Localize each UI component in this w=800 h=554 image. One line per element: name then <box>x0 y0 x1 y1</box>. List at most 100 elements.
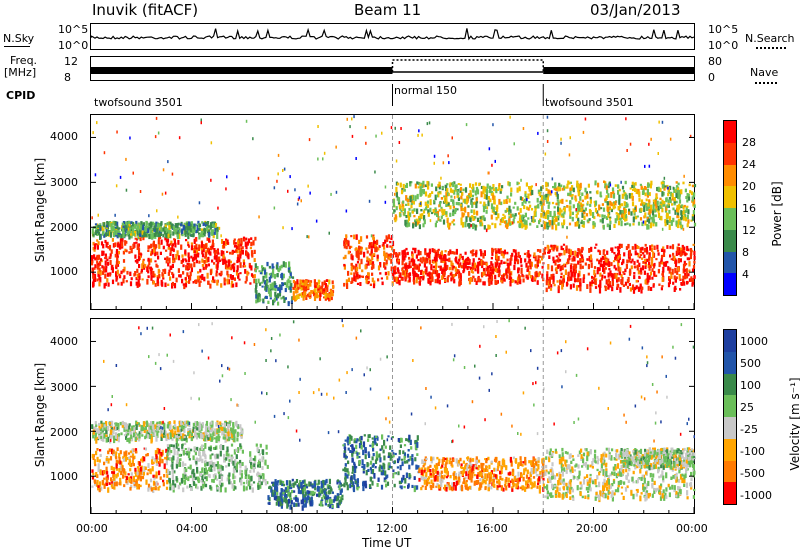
power-sparse-cell <box>634 206 636 210</box>
power-cell <box>211 245 214 249</box>
power-cell <box>268 265 271 269</box>
power-cell <box>632 188 635 192</box>
power-cell <box>195 279 198 284</box>
power-cell <box>202 228 205 233</box>
power-sparse-cell <box>395 159 398 163</box>
power-cell <box>518 217 522 222</box>
power-sparse-cell <box>167 160 169 164</box>
power-cell <box>652 251 655 258</box>
power-cell <box>680 214 683 220</box>
power-cell <box>411 251 414 256</box>
velocity-cell <box>91 469 94 473</box>
power-cell <box>631 184 634 188</box>
power-cell <box>200 230 204 235</box>
velocity-cell <box>170 444 173 447</box>
power-cell <box>478 257 481 261</box>
power-cell <box>420 215 423 220</box>
velocity-cell <box>390 437 393 440</box>
velocity-cell <box>415 464 418 470</box>
power-cell <box>134 259 137 263</box>
velocity-cell <box>304 500 307 503</box>
power-sparse-cell <box>451 136 453 140</box>
power-cell <box>403 208 406 214</box>
power-cell <box>408 272 412 276</box>
power-cell <box>404 265 407 270</box>
velocity-cell <box>239 459 242 465</box>
power-cell <box>269 288 272 292</box>
velocity-cell <box>127 473 130 476</box>
power-cell <box>614 218 617 224</box>
power-cell <box>269 291 272 298</box>
power-cell <box>443 209 446 215</box>
velocity-cell <box>135 479 138 485</box>
power-cell <box>524 193 527 197</box>
power-cell <box>385 262 388 266</box>
power-cell <box>581 224 584 227</box>
velocity-cell <box>208 461 211 466</box>
power-cell <box>284 262 287 268</box>
power-cell <box>404 252 407 258</box>
power-cell <box>691 268 695 273</box>
power-cell <box>487 196 490 200</box>
power-cell <box>568 222 572 226</box>
power-cell <box>244 241 247 247</box>
power-cell <box>129 228 132 235</box>
velocity-cell <box>154 487 157 491</box>
power-cell <box>300 292 303 298</box>
velocity-cell <box>256 447 259 452</box>
power-cell <box>234 249 238 253</box>
power-cell <box>462 270 465 274</box>
power-cell <box>413 259 416 263</box>
power-cell <box>417 274 420 279</box>
power-cell <box>184 253 187 257</box>
power-cell <box>608 206 611 210</box>
power-cell <box>653 200 656 207</box>
power-cell <box>620 220 623 227</box>
power-cell <box>366 250 369 254</box>
velocity-cell <box>176 450 179 456</box>
power-cell <box>258 296 261 303</box>
power-cell <box>579 286 582 292</box>
velocity-cell <box>287 491 290 495</box>
power-cell <box>121 222 124 226</box>
power-cell <box>667 282 671 288</box>
power-cell <box>536 225 539 228</box>
power-cell <box>250 265 253 271</box>
power-cell <box>104 282 107 287</box>
power-cell <box>648 252 651 258</box>
velocity-cell <box>168 478 171 484</box>
power-cell <box>262 298 265 303</box>
power-cell <box>494 279 497 285</box>
power-cell <box>599 263 602 267</box>
power-cell <box>661 261 664 265</box>
power-cell <box>99 258 102 262</box>
power-cell <box>96 278 99 282</box>
power-cell <box>161 272 164 277</box>
power-cell <box>529 275 532 279</box>
velocity-cell <box>378 466 381 472</box>
power-cell <box>458 264 461 268</box>
power-cell <box>254 263 257 269</box>
velocity-cell <box>321 496 324 500</box>
date-title: 03/Jan/2013 <box>590 1 681 19</box>
power-cell <box>143 232 146 237</box>
velocity-cell <box>304 491 307 496</box>
power-cell <box>272 268 275 275</box>
velocity-cell <box>169 486 172 491</box>
power-cell <box>523 200 526 203</box>
power-cell <box>154 251 157 257</box>
power-cell <box>117 261 120 264</box>
power-cell <box>355 234 358 240</box>
power-sparse-cell <box>96 121 98 125</box>
power-cell <box>105 256 108 259</box>
power-cell <box>452 201 455 207</box>
velocity-cell <box>250 464 253 470</box>
power-cell <box>653 270 656 276</box>
power-cell <box>483 201 486 206</box>
power-cell <box>280 264 283 269</box>
power-cell <box>428 259 432 265</box>
power-cell <box>514 280 517 284</box>
power-cell <box>187 263 191 269</box>
velocity-cell <box>113 486 116 490</box>
velocity-cell <box>189 484 192 488</box>
